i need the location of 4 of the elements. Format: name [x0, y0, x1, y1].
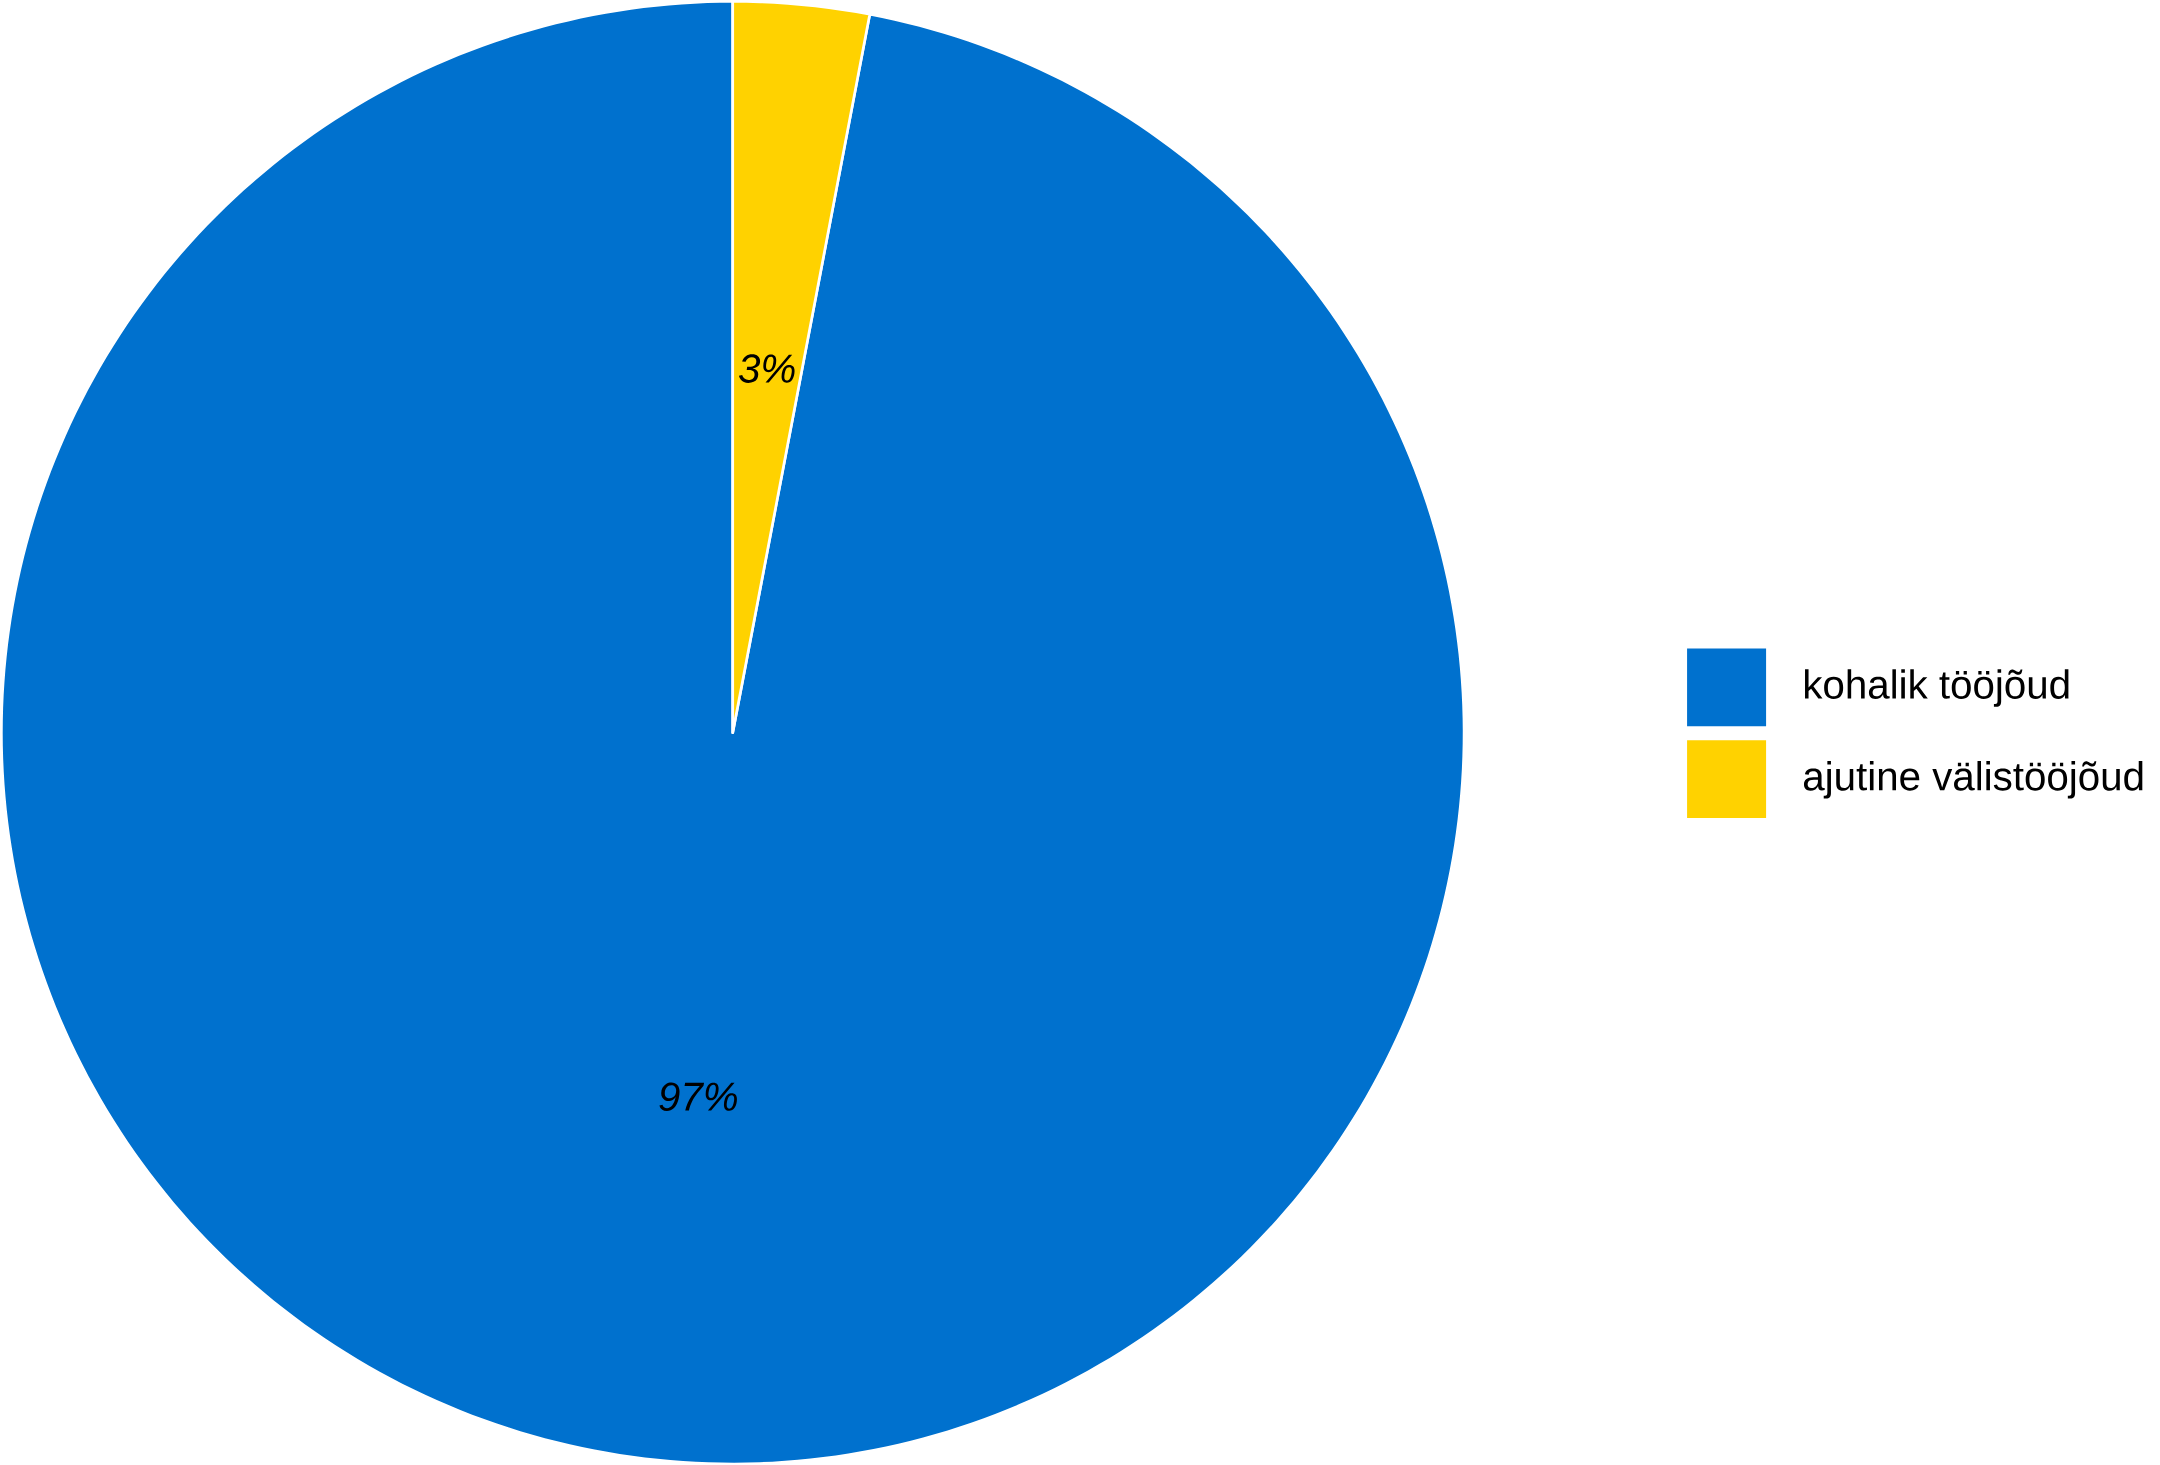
data-label: 3%	[738, 354, 795, 383]
legend-label: ajutine välistööjõud	[1803, 760, 2143, 799]
data-label: 97%	[659, 1082, 737, 1111]
legend-label: kohalik tööjõud	[1805, 669, 2069, 707]
